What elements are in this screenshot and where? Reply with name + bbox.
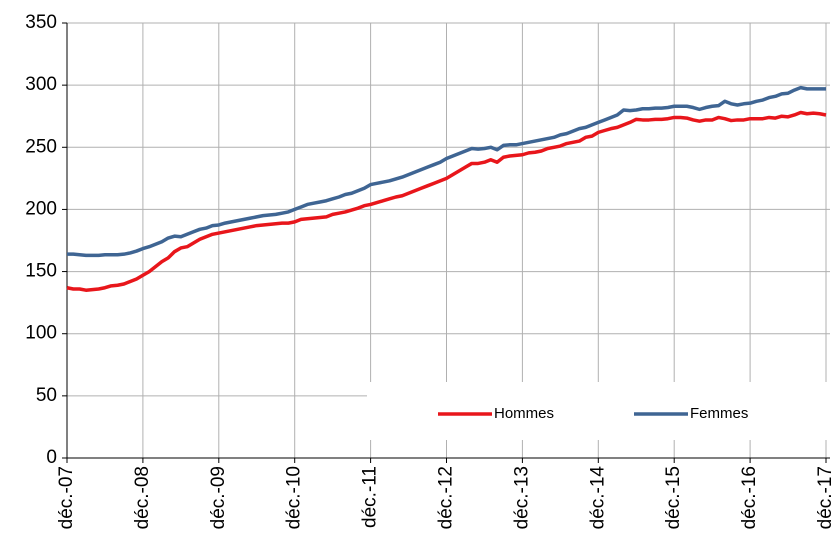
x-tick-label: déc.-12 — [436, 466, 457, 529]
x-tick-label: déc.-17 — [815, 466, 835, 529]
legend-label: Hommes — [494, 405, 554, 422]
x-tick-label: déc.-10 — [284, 466, 305, 529]
legend-background — [367, 382, 835, 440]
x-tick-label: déc.-09 — [208, 466, 229, 529]
y-tick-label: 100 — [25, 323, 57, 344]
x-tick-label: déc.-14 — [587, 466, 608, 530]
x-tick-label: déc.-08 — [132, 466, 153, 529]
x-tick-label: déc.-11 — [360, 466, 381, 528]
x-tick-label: déc.-13 — [511, 466, 532, 529]
line-series — [67, 85, 826, 258]
y-tick-label: 0 — [46, 447, 57, 468]
y-tick-label: 350 — [25, 12, 57, 33]
x-tick-label: déc.-07 — [56, 466, 77, 529]
y-tick-label: 50 — [36, 385, 57, 406]
y-tick-label: 150 — [25, 261, 57, 282]
legend-label: Femmes — [690, 405, 748, 422]
x-tick-label: déc.-15 — [663, 466, 684, 529]
y-tick-label: 250 — [25, 136, 57, 157]
line-series — [66, 110, 827, 292]
y-tick-label: 300 — [25, 74, 57, 95]
y-tick-label: 200 — [25, 198, 57, 219]
x-tick-label: déc.-16 — [739, 466, 760, 529]
